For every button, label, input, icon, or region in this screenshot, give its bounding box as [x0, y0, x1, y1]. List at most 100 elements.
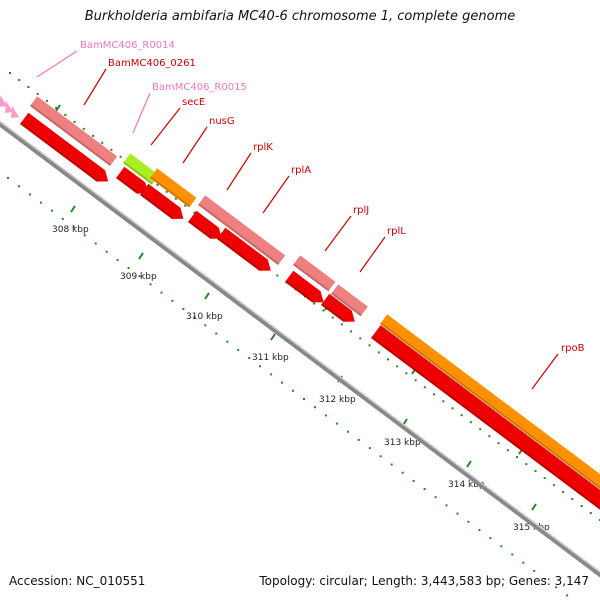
feature-block-rpob [380, 314, 600, 489]
scale-tick-label: 315 kbp [513, 523, 550, 533]
guide-dot-upper [92, 134, 94, 137]
feature-label-rplk: rplK [253, 142, 273, 153]
guide-dot-upper [497, 442, 500, 445]
guide-dot-upper [359, 337, 362, 340]
guide-dot-upper [368, 344, 371, 347]
guide-dot-upper [82, 127, 85, 130]
guide-dot-upper [184, 204, 187, 207]
guide-dot-lower [357, 438, 360, 441]
leader-line-nusg [182, 126, 208, 164]
guide-dot-lower [94, 242, 97, 245]
guide-dot-lower [149, 283, 152, 286]
feature-arrow-rpll-shade [321, 303, 345, 322]
guide-dot-upper [276, 274, 279, 277]
guide-dot-lower [193, 316, 196, 319]
feature-block-bammc406-0261 [30, 96, 118, 166]
feature-arrow-sece-shade [116, 176, 138, 194]
guide-dot-lower [116, 258, 119, 261]
guide-dot-upper [27, 86, 30, 88]
guide-dot-upper [45, 99, 48, 102]
guide-dot-upper [516, 456, 518, 459]
feature-arrow-rpob [371, 325, 600, 510]
feature-label-bammc406-0261: BamMC406_0261 [108, 58, 196, 69]
guide-dot-upper [64, 113, 67, 116]
leader-line-rpla [262, 175, 290, 214]
feature-label-rpll: rplL [387, 226, 406, 237]
guide-dot-lower [314, 406, 316, 409]
feature-arrow-rplk [188, 210, 222, 239]
guide-dot-upper [36, 93, 39, 95]
guide-dot-upper [174, 197, 177, 200]
feature-label-bammc406-r0014: BamMC406_R0014 [80, 40, 175, 51]
feature-arrow-rpll [321, 293, 355, 322]
scale-tick-label: 310 kbp [186, 312, 223, 322]
guide-dot-lower [346, 430, 349, 433]
map-title: Burkholderia ambifaria MC40-6 chromosome… [84, 9, 516, 24]
guide-dot-upper [488, 435, 491, 438]
guide-dot-lower [324, 414, 327, 417]
guide-dot-lower [390, 463, 393, 466]
guide-dot-upper [18, 79, 21, 81]
chromosome-backbone [0, 120, 600, 578]
feature-arrow-nusg [140, 183, 184, 219]
feature-block-rplj [293, 255, 336, 292]
guide-dot-lower [445, 504, 448, 507]
guide-dot-lower [226, 340, 229, 343]
guide-dot-lower [489, 537, 492, 540]
leader-line-rpll [359, 236, 386, 273]
guide-dot-lower [18, 185, 20, 188]
scale-tick [204, 292, 210, 300]
guide-dot-lower [105, 250, 108, 253]
guide-dot-lower [259, 365, 262, 368]
feature-block-rpll-shade [331, 292, 362, 317]
leader-line-bammc406-r0015 [132, 92, 151, 134]
feature-block-rpll [331, 284, 368, 317]
scale-tick [531, 503, 537, 511]
guide-dot-upper [506, 449, 509, 452]
feature-block-rplj-shade [293, 263, 330, 292]
feature-block-rpob-shade [380, 322, 600, 489]
feature-label-rpla: rplA [291, 165, 311, 176]
guide-dot-lower [401, 471, 404, 474]
leader-lines [36, 50, 559, 390]
guide-dot-lower [434, 496, 437, 499]
guide-dot-lower [292, 389, 294, 392]
guide-dot-upper [571, 498, 574, 500]
feature-block-sece-shade [123, 161, 153, 185]
feature-block-nusg-shade [150, 176, 191, 208]
feature-block-rplk-rpla-shade [198, 203, 280, 265]
scale-tick-label: 309 kbp [120, 272, 157, 282]
guide-dot-lower [335, 422, 338, 425]
feature-labels: BamMC406_R0014 BamMC406_0261 BamMC406_R001… [80, 40, 585, 354]
feature-label-rplj: rplJ [353, 205, 369, 216]
feature-arrow-rplj [285, 270, 324, 303]
scale-tick-label: 311 kbp [252, 353, 289, 363]
guide-dot-lower [204, 324, 207, 327]
guide-dot-upper [377, 351, 380, 354]
leader-line-rpob [531, 353, 559, 390]
guide-dot-upper [340, 323, 343, 326]
feature-block-rplk-rpla [198, 195, 286, 265]
scale-tick-label: 312 kbp [319, 395, 356, 405]
feature-arrow-nusg-shade [140, 193, 174, 219]
scale-tick [466, 460, 472, 468]
guide-dot-lower [39, 201, 42, 204]
rna-arrow [5, 101, 13, 113]
feature-arrow-rplj-shade [285, 280, 314, 303]
guide-dot-lower [522, 561, 525, 564]
guide-dot-upper [433, 393, 436, 396]
guide-dot-upper [589, 512, 592, 514]
guide-dot-lower [423, 488, 426, 490]
guide-dot-lower [467, 520, 470, 523]
guide-dot-lower [83, 234, 86, 237]
leader-line-bammc406-0261 [83, 68, 107, 106]
feature-arrow-rplk-shade [188, 220, 212, 239]
guide-dot-upper [414, 379, 417, 382]
guide-dot-upper [193, 211, 196, 214]
feature-arrow-bammc406-0261-shade [20, 122, 98, 182]
feature-block-sece [123, 153, 159, 185]
guide-dot-upper [451, 407, 454, 410]
guide-dot-lower [555, 586, 558, 589]
